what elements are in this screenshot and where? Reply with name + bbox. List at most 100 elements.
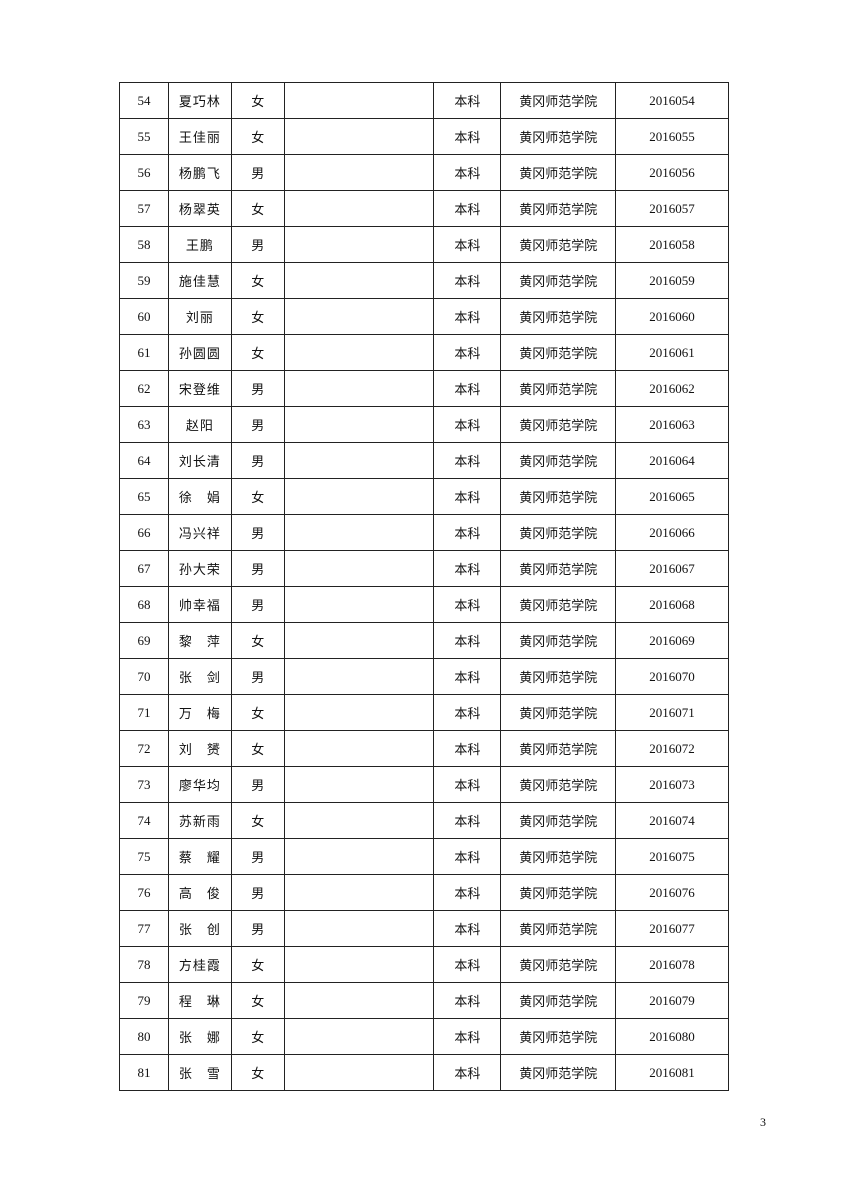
gender: 男 — [230, 658, 285, 695]
table-row: 65 徐 娟女 本科 黄冈师范学院 2016065 — [119, 478, 729, 515]
school: 黄冈师范学院 — [500, 730, 617, 767]
student-name: 王佳丽 — [167, 118, 232, 155]
degree: 本科 — [433, 226, 502, 263]
row-number: 73 — [119, 766, 169, 803]
degree: 本科 — [433, 406, 502, 443]
school: 黄冈师范学院 — [500, 1054, 617, 1091]
degree: 本科 — [433, 802, 502, 839]
school: 黄冈师范学院 — [500, 622, 617, 659]
gender: 男 — [230, 154, 285, 191]
student-id: 2016065 — [615, 478, 729, 515]
table-row: 61 孙圆圆女 本科 黄冈师范学院 2016061 — [119, 334, 729, 371]
table-row: 75 蔡 耀男 本科 黄冈师范学院 2016075 — [119, 838, 729, 875]
student-name: 黎 萍 — [167, 622, 232, 659]
blank-cell — [283, 298, 435, 335]
student-id: 2016073 — [615, 766, 729, 803]
degree: 本科 — [433, 910, 502, 947]
row-number: 58 — [119, 226, 169, 263]
student-id: 2016057 — [615, 190, 729, 227]
row-number: 80 — [119, 1018, 169, 1055]
blank-cell — [283, 982, 435, 1019]
blank-cell — [283, 478, 435, 515]
student-table: 54 夏巧林女本科 黄冈师范学院 2016054 55 王佳丽女本科 黄冈师范学院 20160… — [119, 82, 729, 1091]
row-number: 57 — [119, 190, 169, 227]
school: 黄冈师范学院 — [500, 838, 617, 875]
row-number: 59 — [119, 262, 169, 299]
table-row: 56 杨鹏飞男 本科 黄冈师范学院 2016056 — [119, 154, 729, 191]
row-number: 56 — [119, 154, 169, 191]
gender: 女 — [230, 694, 285, 731]
school: 黄冈师范学院 — [500, 442, 617, 479]
row-number: 71 — [119, 694, 169, 731]
student-id: 2016071 — [615, 694, 729, 731]
row-number: 77 — [119, 910, 169, 947]
student-id: 2016072 — [615, 730, 729, 767]
gender: 女 — [230, 334, 285, 371]
blank-cell — [283, 226, 435, 263]
degree: 本科 — [433, 658, 502, 695]
table-row: 73 廖华均男 本科 黄冈师范学院 2016073 — [119, 766, 729, 803]
blank-cell — [283, 82, 435, 119]
student-id: 2016076 — [615, 874, 729, 911]
blank-cell — [283, 802, 435, 839]
degree: 本科 — [433, 766, 502, 803]
school: 黄冈师范学院 — [500, 586, 617, 623]
row-number: 60 — [119, 298, 169, 335]
blank-cell — [283, 154, 435, 191]
gender: 男 — [230, 442, 285, 479]
student-name: 张 创 — [167, 910, 232, 947]
row-number: 75 — [119, 838, 169, 875]
blank-cell — [283, 586, 435, 623]
school: 黄冈师范学院 — [500, 406, 617, 443]
student-name: 杨鹏飞 — [167, 154, 232, 191]
student-id: 2016079 — [615, 982, 729, 1019]
blank-cell — [283, 370, 435, 407]
blank-cell — [283, 118, 435, 155]
blank-cell — [283, 1054, 435, 1091]
student-name: 张 剑 — [167, 658, 232, 695]
row-number: 76 — [119, 874, 169, 911]
gender: 女 — [230, 982, 285, 1019]
student-name: 蔡 耀 — [167, 838, 232, 875]
table-row: 78 方桂霞女 本科 黄冈师范学院 2016078 — [119, 946, 729, 983]
row-number: 81 — [119, 1054, 169, 1091]
student-name: 张 雪 — [167, 1054, 232, 1091]
blank-cell — [283, 334, 435, 371]
degree: 本科 — [433, 442, 502, 479]
table-row: 81 张 雪女 本科 黄冈师范学院 2016081 — [119, 1054, 729, 1091]
blank-cell — [283, 190, 435, 227]
row-number: 67 — [119, 550, 169, 587]
school: 黄冈师范学院 — [500, 514, 617, 551]
row-number: 64 — [119, 442, 169, 479]
table-row: 55 王佳丽女 本科 黄冈师范学院 2016055 — [119, 118, 729, 155]
blank-cell — [283, 694, 435, 731]
row-number: 68 — [119, 586, 169, 623]
gender: 女 — [230, 82, 285, 119]
blank-cell — [283, 910, 435, 947]
student-id: 2016074 — [615, 802, 729, 839]
gender: 男 — [230, 226, 285, 263]
gender: 男 — [230, 874, 285, 911]
degree: 本科 — [433, 298, 502, 335]
table-row: 74 苏新雨女 本科 黄冈师范学院 2016074 — [119, 802, 729, 839]
degree: 本科 — [433, 838, 502, 875]
gender: 女 — [230, 1018, 285, 1055]
degree: 本科 — [433, 1018, 502, 1055]
school: 黄冈师范学院 — [500, 766, 617, 803]
student-id: 2016064 — [615, 442, 729, 479]
gender: 男 — [230, 910, 285, 947]
gender: 男 — [230, 514, 285, 551]
student-id: 2016058 — [615, 226, 729, 263]
row-number: 63 — [119, 406, 169, 443]
row-number: 69 — [119, 622, 169, 659]
school: 黄冈师范学院 — [500, 370, 617, 407]
school: 黄冈师范学院 — [500, 190, 617, 227]
student-table-body: 54 夏巧林女本科 黄冈师范学院 2016054 55 王佳丽女本科 黄冈师范学院 20160… — [119, 82, 729, 1091]
row-number: 65 — [119, 478, 169, 515]
gender: 男 — [230, 838, 285, 875]
gender: 女 — [230, 118, 285, 155]
student-name: 高 俊 — [167, 874, 232, 911]
gender: 男 — [230, 550, 285, 587]
gender: 男 — [230, 406, 285, 443]
student-id: 2016068 — [615, 586, 729, 623]
